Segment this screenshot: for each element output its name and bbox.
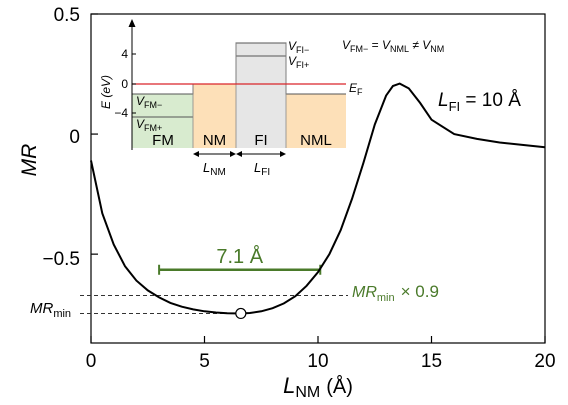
inset-y-tick-label: 4 bbox=[121, 47, 128, 61]
inset-lfi-label: LFI bbox=[254, 160, 270, 178]
plot-frame bbox=[90, 13, 546, 344]
axis-ticks bbox=[90, 13, 546, 343]
inset-y-tick-label: −4 bbox=[114, 106, 128, 120]
x-tick-label: 5 bbox=[199, 351, 210, 372]
inset-region-fi bbox=[236, 43, 286, 148]
y-tick-label: −0.5 bbox=[42, 249, 80, 270]
inset-y-axis-arrow-icon bbox=[128, 19, 136, 27]
inset-region-label-fm: FM bbox=[152, 132, 174, 149]
inset-equation: VFM− = VNML ≠ VNM bbox=[342, 38, 444, 54]
inset-region-label-nm: NM bbox=[203, 132, 226, 149]
inset-y-tick-label: 0 bbox=[121, 77, 128, 91]
energy-diagram-inset: EF 4 0 −4 E (eV) VFM− VFM+ VFI− VFI+ FM … bbox=[99, 19, 444, 178]
x-tick-label: 15 bbox=[421, 351, 442, 372]
y-tick-label: 0.5 bbox=[54, 5, 80, 26]
x-axis-label: LNM (Å) bbox=[283, 373, 353, 400]
inset-region-nm bbox=[193, 84, 236, 148]
x-tick-labels: 0 5 10 15 20 bbox=[86, 351, 556, 372]
x-tick-label: 20 bbox=[534, 351, 555, 372]
inset-level-label: VFM− bbox=[136, 94, 162, 110]
y-tick-label: 0 bbox=[69, 127, 80, 148]
inset-level-label: VFI+ bbox=[288, 54, 309, 70]
inset-width-arrow-lnm bbox=[193, 151, 236, 157]
lfi-annotation: LFI = 10 Å bbox=[438, 90, 521, 114]
inset-region-label-fi: FI bbox=[254, 132, 267, 149]
threshold-label: MRmin × 0.9 bbox=[352, 282, 439, 304]
inset-y-axis-label: E (eV) bbox=[99, 75, 113, 109]
mr-min-label: MRmin bbox=[30, 300, 71, 320]
y-axis-label: MR bbox=[18, 144, 41, 177]
mr-curve bbox=[90, 82, 546, 315]
inset-region-fm bbox=[132, 94, 193, 148]
width-bracket-label: 7.1 Å bbox=[216, 245, 263, 268]
inset-width-arrow-lfi bbox=[236, 151, 286, 157]
inset-lnm-label: LNM bbox=[203, 160, 226, 178]
inset-region-label-nml: NML bbox=[300, 132, 332, 149]
inset-level-label: VFM+ bbox=[136, 117, 162, 133]
inset-region-nml bbox=[286, 94, 346, 148]
y-tick-labels: 0.5 0 −0.5 bbox=[42, 5, 80, 270]
fermi-level-label: EF bbox=[349, 81, 363, 97]
x-tick-label: 0 bbox=[86, 351, 97, 372]
x-tick-label: 10 bbox=[307, 351, 328, 372]
inset-level-label: VFI− bbox=[288, 39, 309, 55]
minimum-point-marker bbox=[235, 307, 247, 320]
